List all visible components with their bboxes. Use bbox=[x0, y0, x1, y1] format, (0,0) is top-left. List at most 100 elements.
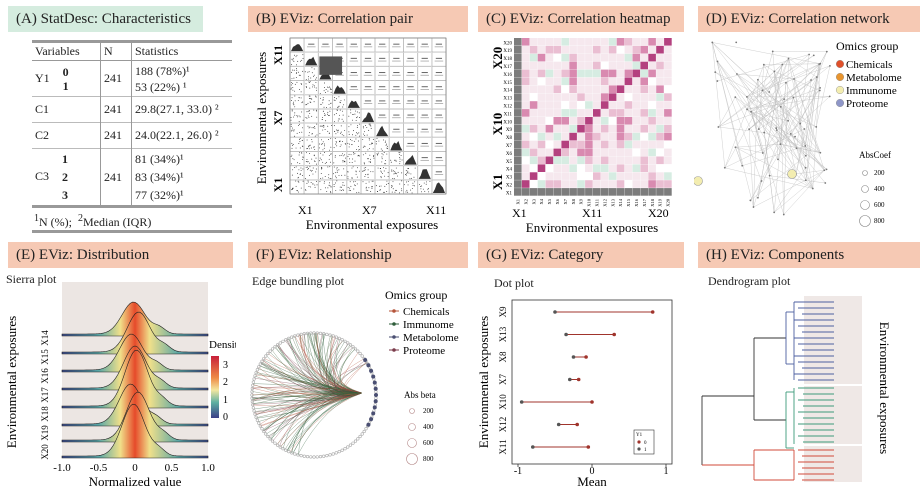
heat-cell bbox=[529, 180, 538, 188]
pair-point bbox=[414, 167, 416, 169]
pair-point bbox=[324, 92, 326, 94]
pair-point bbox=[307, 71, 309, 73]
network-edge bbox=[816, 77, 821, 88]
pair-point bbox=[378, 140, 380, 142]
network-node bbox=[761, 89, 764, 92]
pair-point bbox=[309, 101, 311, 103]
pair-point bbox=[375, 140, 377, 142]
pair-point bbox=[336, 142, 337, 144]
heat-cell bbox=[521, 109, 530, 117]
pair-point bbox=[410, 189, 412, 191]
dot-ylabel: Environmental exposures bbox=[476, 316, 491, 449]
heat-cell bbox=[616, 148, 625, 157]
network-node bbox=[819, 86, 821, 89]
network-node bbox=[803, 128, 806, 130]
pair-point bbox=[324, 187, 326, 189]
network-node bbox=[746, 108, 748, 111]
edge-node bbox=[299, 332, 303, 336]
cluster-band bbox=[804, 446, 862, 482]
pair-cell bbox=[332, 165, 347, 180]
heat-cell bbox=[600, 140, 609, 149]
heat-cell bbox=[624, 109, 633, 117]
pair-point bbox=[399, 160, 401, 162]
pair-corr-text bbox=[363, 46, 373, 48]
pair-corr-text bbox=[393, 43, 400, 45]
pair-point bbox=[414, 185, 416, 187]
pair-point bbox=[299, 123, 301, 125]
edge-node bbox=[325, 454, 329, 458]
pair-point bbox=[347, 176, 349, 178]
pair-point bbox=[342, 106, 344, 108]
heat-cell bbox=[656, 93, 664, 101]
network-edge bbox=[763, 63, 821, 65]
heat-col-label: X6 bbox=[555, 198, 560, 204]
network-edge bbox=[780, 106, 825, 171]
pair-point bbox=[308, 95, 310, 97]
edge-node bbox=[255, 368, 259, 372]
pair-point bbox=[344, 154, 346, 156]
density-legend-title: Density bbox=[209, 339, 236, 351]
pair-corr-text bbox=[392, 46, 401, 48]
heat-cell bbox=[640, 85, 648, 93]
pair-point bbox=[341, 186, 342, 188]
pair-cell bbox=[389, 179, 404, 194]
pair-corr-text bbox=[420, 103, 429, 104]
heat-cell bbox=[616, 85, 625, 93]
pair-point bbox=[368, 187, 370, 189]
pair-cell bbox=[290, 137, 305, 152]
pair-corr-text bbox=[349, 74, 359, 76]
pair-point bbox=[298, 181, 300, 183]
pair-cell bbox=[431, 137, 446, 152]
network-node bbox=[825, 50, 828, 53]
heat-cell bbox=[514, 101, 522, 109]
pair-point bbox=[323, 147, 325, 149]
pair-cell bbox=[431, 109, 446, 123]
pair-point bbox=[322, 141, 324, 143]
heat-cell bbox=[521, 140, 530, 149]
heat-row-label: X10 bbox=[503, 120, 512, 125]
heat-cell bbox=[616, 101, 625, 109]
pair-cell bbox=[389, 165, 404, 180]
pair-point bbox=[302, 54, 304, 56]
heat-row-label: X3 bbox=[506, 176, 513, 181]
pair-point bbox=[308, 144, 310, 146]
pair-point bbox=[366, 134, 368, 136]
pair-point bbox=[309, 169, 311, 171]
pair-point bbox=[343, 160, 345, 162]
pair-point bbox=[338, 169, 340, 171]
stat-value: 83 (34%)¹ bbox=[135, 170, 184, 184]
pair-point bbox=[321, 143, 322, 145]
heat-row-label: X15 bbox=[503, 81, 512, 86]
pair-cell bbox=[290, 94, 305, 109]
pair-point bbox=[305, 104, 307, 106]
heat-cell bbox=[648, 61, 656, 70]
network-node bbox=[711, 41, 714, 44]
pair-cell bbox=[417, 151, 432, 166]
heat-cell bbox=[561, 180, 569, 188]
pair-point bbox=[347, 171, 349, 173]
pair-point bbox=[355, 120, 357, 121]
pair-point bbox=[425, 183, 427, 185]
pair-point bbox=[362, 139, 364, 140]
pair-point bbox=[383, 191, 385, 193]
pair-point bbox=[406, 189, 408, 191]
pair-cell bbox=[290, 151, 305, 166]
pair-point bbox=[300, 97, 302, 99]
pair-point bbox=[394, 191, 396, 193]
col-n: N bbox=[100, 43, 132, 61]
pair-corr-text bbox=[364, 43, 372, 45]
network-node bbox=[779, 105, 782, 108]
pair-point bbox=[369, 147, 371, 149]
pair-point bbox=[350, 154, 352, 156]
pair-corr-text bbox=[406, 145, 415, 147]
heat-xlabel: Environmental exposures bbox=[526, 220, 659, 235]
pair-point bbox=[329, 182, 330, 184]
heat-cell bbox=[577, 140, 585, 149]
pair-point bbox=[321, 167, 323, 168]
heat-cell bbox=[648, 101, 656, 109]
pair-cell bbox=[375, 66, 390, 81]
pair-point bbox=[320, 152, 322, 154]
pair-cell bbox=[332, 38, 347, 53]
pair-ytick: X11 bbox=[271, 45, 285, 65]
heat-cell bbox=[616, 38, 625, 46]
